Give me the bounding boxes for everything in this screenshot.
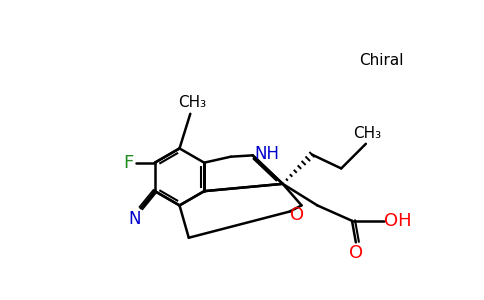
Text: O: O bbox=[349, 244, 363, 262]
Text: N: N bbox=[129, 210, 141, 228]
Text: CH₃: CH₃ bbox=[178, 95, 206, 110]
Text: O: O bbox=[290, 206, 304, 224]
Text: NH: NH bbox=[254, 145, 279, 163]
Text: CH₃: CH₃ bbox=[353, 125, 381, 140]
Text: OH: OH bbox=[384, 212, 411, 230]
Text: Chiral: Chiral bbox=[359, 53, 404, 68]
Text: F: F bbox=[123, 154, 134, 172]
